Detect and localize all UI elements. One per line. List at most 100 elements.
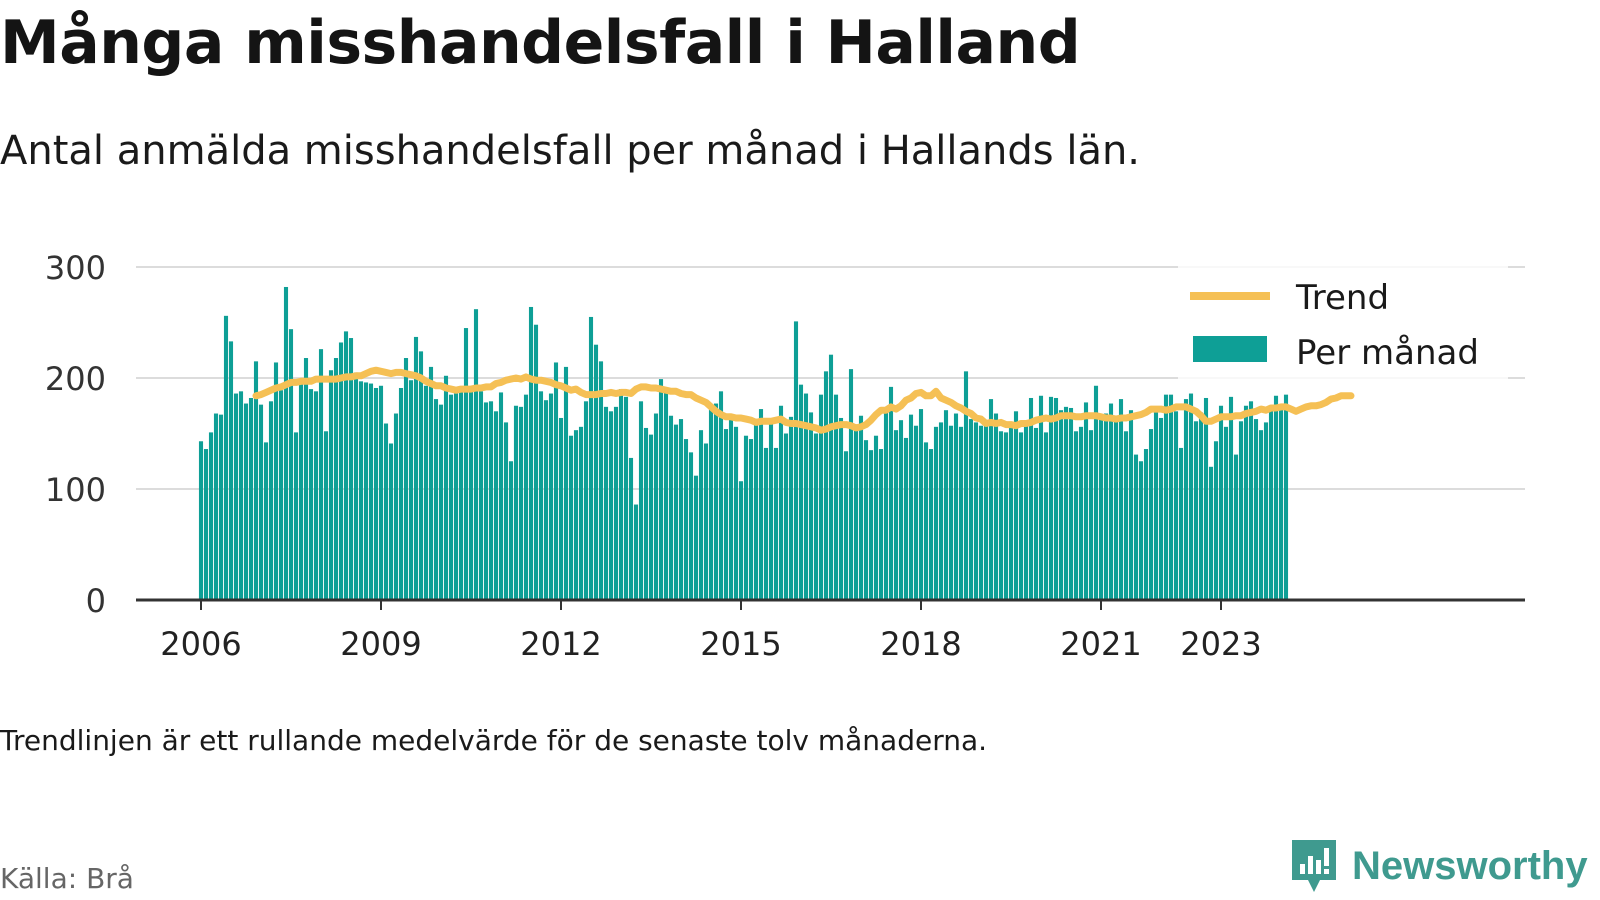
bar	[943, 410, 949, 600]
bar	[1218, 405, 1224, 600]
bar	[583, 401, 589, 600]
bar	[1128, 410, 1134, 600]
bar	[928, 449, 934, 600]
bar	[1228, 396, 1234, 600]
bar-series	[198, 286, 1289, 600]
x-tick-label: 2018	[880, 625, 961, 663]
bar	[323, 431, 329, 600]
bar	[1248, 401, 1254, 600]
bar	[558, 417, 564, 600]
bar	[833, 394, 839, 600]
source-credit: Källa: Brå	[0, 862, 134, 895]
bar	[1153, 409, 1159, 600]
bar	[1213, 441, 1219, 600]
bar	[753, 424, 759, 600]
bar	[723, 429, 729, 600]
bar	[703, 443, 709, 600]
chart-subtitle: Antal anmälda misshandelsfall per månad …	[0, 128, 1141, 174]
y-tick-label: 200	[45, 360, 106, 398]
bar	[983, 425, 989, 600]
brand-logo[interactable]: Newsworthy	[1290, 838, 1588, 894]
bar	[198, 441, 204, 600]
bar	[803, 393, 809, 600]
bar	[428, 366, 434, 600]
bar	[1278, 406, 1284, 600]
bar	[463, 328, 469, 600]
bar	[1148, 429, 1154, 600]
bar	[1283, 394, 1289, 600]
bar	[498, 392, 504, 600]
bar	[913, 425, 919, 600]
bar	[333, 358, 339, 600]
bar	[1273, 395, 1279, 600]
bar	[798, 384, 804, 600]
y-tick-label: 300	[45, 249, 106, 287]
bar	[1258, 430, 1264, 600]
bar	[438, 404, 444, 600]
bar	[508, 461, 514, 600]
legend-bars-swatch	[1193, 336, 1267, 362]
bar	[933, 426, 939, 600]
bar	[313, 391, 319, 600]
bar	[458, 392, 464, 600]
legend: Trend Per månad	[1178, 266, 1508, 388]
bar	[358, 381, 364, 600]
bar	[918, 409, 924, 600]
bar	[1203, 397, 1209, 600]
bar	[613, 406, 619, 600]
bar	[403, 358, 409, 600]
bar	[1183, 399, 1189, 600]
bar	[243, 403, 249, 600]
bar	[778, 405, 784, 600]
bar	[338, 342, 344, 600]
bar	[453, 393, 459, 600]
bar	[493, 411, 499, 600]
bar	[738, 481, 744, 600]
bar	[658, 379, 664, 600]
bar	[278, 390, 284, 600]
bar	[898, 420, 904, 600]
bar	[653, 413, 659, 600]
bar	[1123, 431, 1129, 600]
bar	[698, 430, 704, 600]
bar	[1188, 393, 1194, 600]
bar	[398, 387, 404, 600]
bar	[938, 422, 944, 600]
bar	[878, 449, 884, 600]
bar	[1223, 426, 1229, 600]
bar	[848, 369, 854, 600]
bar	[533, 324, 539, 600]
bar	[1093, 385, 1099, 600]
bar	[1193, 421, 1199, 600]
bar	[268, 401, 274, 600]
bar	[588, 316, 594, 600]
bar	[1113, 415, 1119, 600]
bar	[873, 435, 879, 600]
bar	[993, 413, 999, 600]
bar	[568, 435, 574, 600]
bar	[823, 371, 829, 600]
bar	[1208, 466, 1214, 600]
bar	[603, 406, 609, 600]
bar	[978, 425, 984, 600]
bar	[1063, 406, 1069, 600]
bar	[1073, 431, 1079, 600]
bar	[633, 504, 639, 600]
bar	[673, 424, 679, 600]
bar	[213, 413, 219, 600]
bar	[768, 423, 774, 600]
bar	[1018, 432, 1024, 600]
bar	[408, 380, 414, 600]
bar	[218, 414, 224, 600]
bar	[288, 329, 294, 600]
bar	[1013, 411, 1019, 600]
bar	[998, 431, 1004, 600]
trend-series	[252, 366, 1355, 434]
bar	[378, 385, 384, 600]
bar	[1098, 419, 1104, 600]
bar	[678, 419, 684, 600]
bar	[813, 433, 819, 600]
x-axis: 2006 2009 2012 2015 2018 2021 2023	[136, 598, 1525, 663]
bar	[743, 435, 749, 600]
bar	[838, 417, 844, 600]
